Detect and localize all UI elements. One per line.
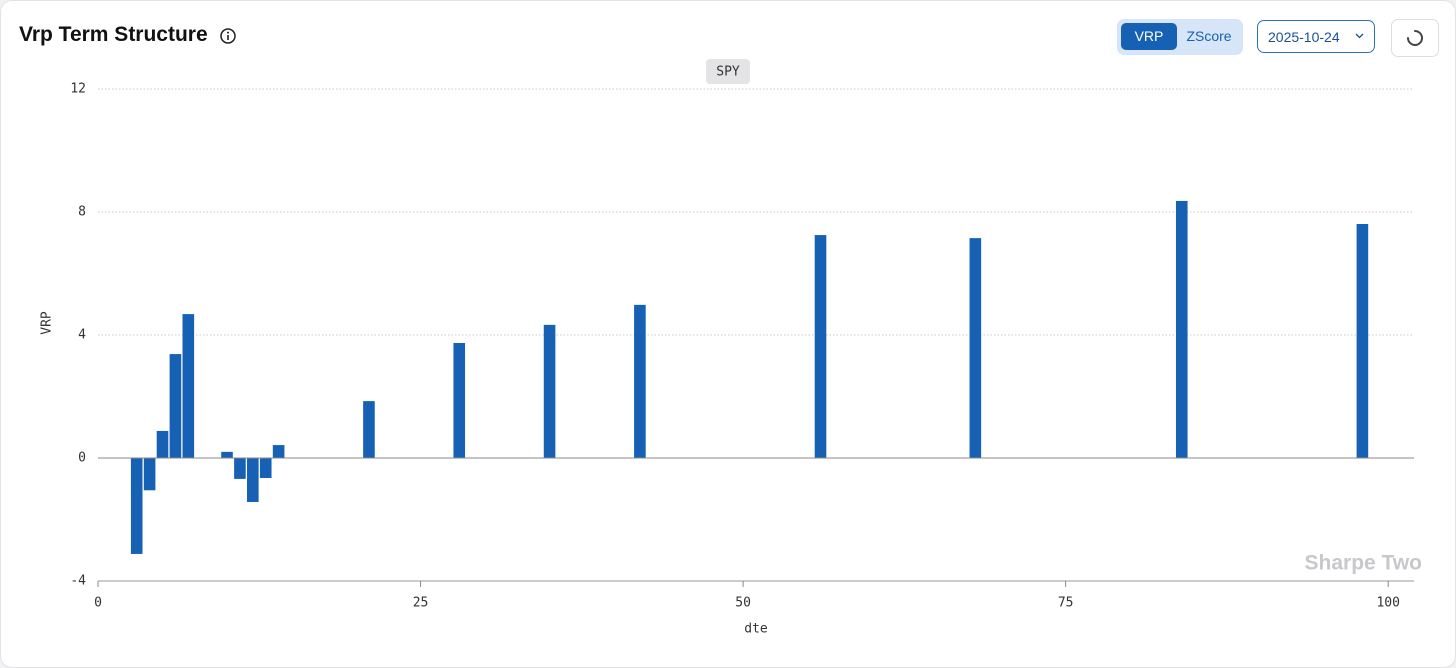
bar (1356, 223, 1369, 458)
bar (259, 458, 272, 478)
y-tick-label: 4 (78, 328, 86, 343)
y-axis-label: VRP (40, 311, 55, 335)
toggle: VRP ZScore (1117, 19, 1243, 55)
bar (247, 458, 259, 502)
bar (814, 235, 827, 458)
bar (453, 342, 466, 458)
x-tick-label: 100 (1376, 596, 1399, 611)
watermark: Sharpe Two (1305, 552, 1422, 575)
bar (272, 445, 285, 458)
toggle-zscore[interactable]: ZScore (1186, 28, 1232, 44)
bar (130, 458, 143, 554)
x-tick-label: 75 (1058, 596, 1074, 611)
bar (543, 324, 556, 458)
date-text: 2025-10-24 (1268, 29, 1340, 45)
date-select[interactable]: 2025-10-24 (1257, 20, 1375, 53)
y-tick-label: 8 (78, 205, 86, 220)
bar (634, 304, 646, 458)
x-tick-label: 0 (94, 596, 102, 611)
bar (221, 451, 233, 458)
x-tick-label: 50 (735, 596, 751, 611)
refresh-button[interactable] (1391, 19, 1439, 57)
spinner (1407, 30, 1423, 46)
subtitle: SPY (716, 65, 740, 80)
bar (234, 458, 246, 479)
bar (969, 238, 982, 458)
x-axis-label: dte (744, 622, 768, 637)
y-tick-label: 0 (78, 451, 86, 466)
bar (156, 430, 169, 458)
bar (363, 401, 375, 458)
x-tick-label: 25 (413, 596, 429, 611)
bar (1175, 200, 1188, 458)
bar (169, 354, 182, 458)
toggle-vrp[interactable]: VRP (1121, 23, 1177, 50)
title: Vrp Term Structure (19, 23, 208, 46)
chevron (1355, 33, 1364, 39)
y-tick-label: 12 (70, 82, 86, 97)
y-tick-label: -4 (70, 574, 86, 589)
bar (182, 314, 195, 458)
bar (143, 458, 156, 491)
subtitle-badge (706, 59, 750, 84)
info-icon[interactable] (220, 28, 236, 44)
